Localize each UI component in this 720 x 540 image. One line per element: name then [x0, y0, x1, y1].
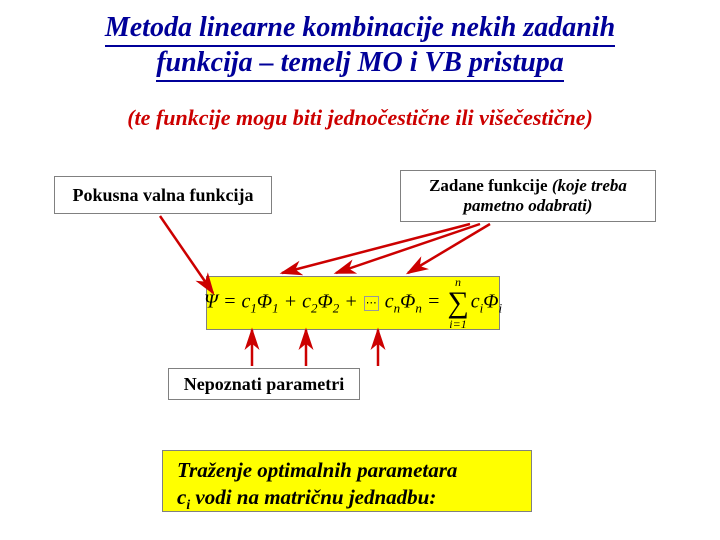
arrow-left — [160, 216, 213, 293]
arrow-right3 — [408, 224, 490, 273]
bottom-line2-rest: vodi na matričnu jednadbu: — [190, 485, 436, 509]
arrow-right1 — [282, 224, 470, 273]
bottom-line2-c: c — [177, 485, 186, 509]
arrow-right2 — [336, 224, 480, 273]
box-matrix-equation: Traženje optimalnih parametara ci vodi n… — [162, 450, 532, 512]
bottom-line1: Traženje optimalnih parametara — [177, 458, 457, 482]
